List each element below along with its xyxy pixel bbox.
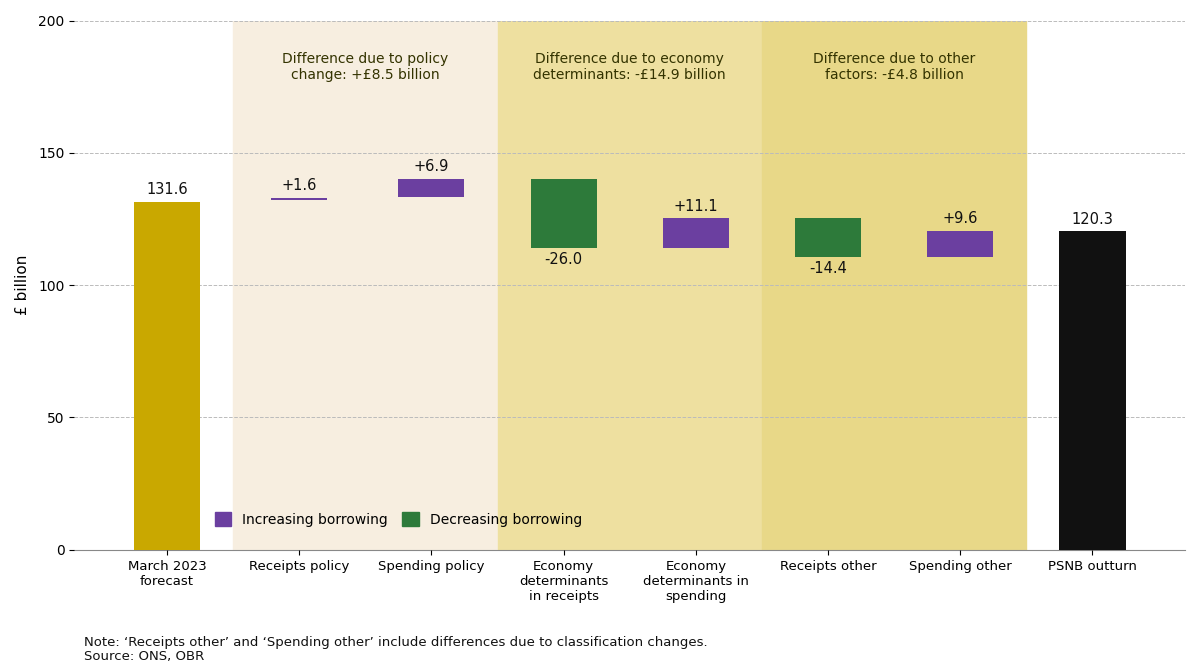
Y-axis label: £ billion: £ billion	[14, 255, 30, 315]
Bar	[762, 21, 1026, 550]
Text: 120.3: 120.3	[1072, 212, 1114, 226]
Text: -26.0: -26.0	[545, 252, 583, 267]
Text: +11.1: +11.1	[673, 199, 718, 214]
Bar	[233, 21, 498, 550]
Text: Note: ‘Receipts other’ and ‘Spending other’ include differences due to classific: Note: ‘Receipts other’ and ‘Spending oth…	[84, 636, 708, 649]
Bar	[1060, 232, 1126, 550]
Legend: Increasing borrowing, Decreasing borrowing: Increasing borrowing, Decreasing borrowi…	[209, 507, 588, 533]
Bar	[662, 218, 728, 248]
Bar	[134, 201, 200, 550]
Bar	[794, 218, 862, 256]
Text: 131.6: 131.6	[146, 182, 187, 197]
Bar	[398, 179, 464, 197]
Text: -14.4: -14.4	[809, 260, 847, 276]
Text: Difference due to other
factors: -£4.8 billion: Difference due to other factors: -£4.8 b…	[814, 52, 976, 82]
Text: +6.9: +6.9	[414, 159, 449, 174]
Bar	[271, 199, 328, 201]
Bar	[928, 231, 994, 256]
Bar	[498, 21, 762, 550]
Text: Source: ONS, OBR: Source: ONS, OBR	[84, 649, 204, 663]
Text: Difference due to policy
change: +£8.5 billion: Difference due to policy change: +£8.5 b…	[282, 52, 449, 82]
Bar	[530, 179, 596, 248]
Text: +1.6: +1.6	[282, 177, 317, 193]
Text: +9.6: +9.6	[942, 211, 978, 226]
Text: Difference due to economy
determinants: -£14.9 billion: Difference due to economy determinants: …	[534, 52, 726, 82]
